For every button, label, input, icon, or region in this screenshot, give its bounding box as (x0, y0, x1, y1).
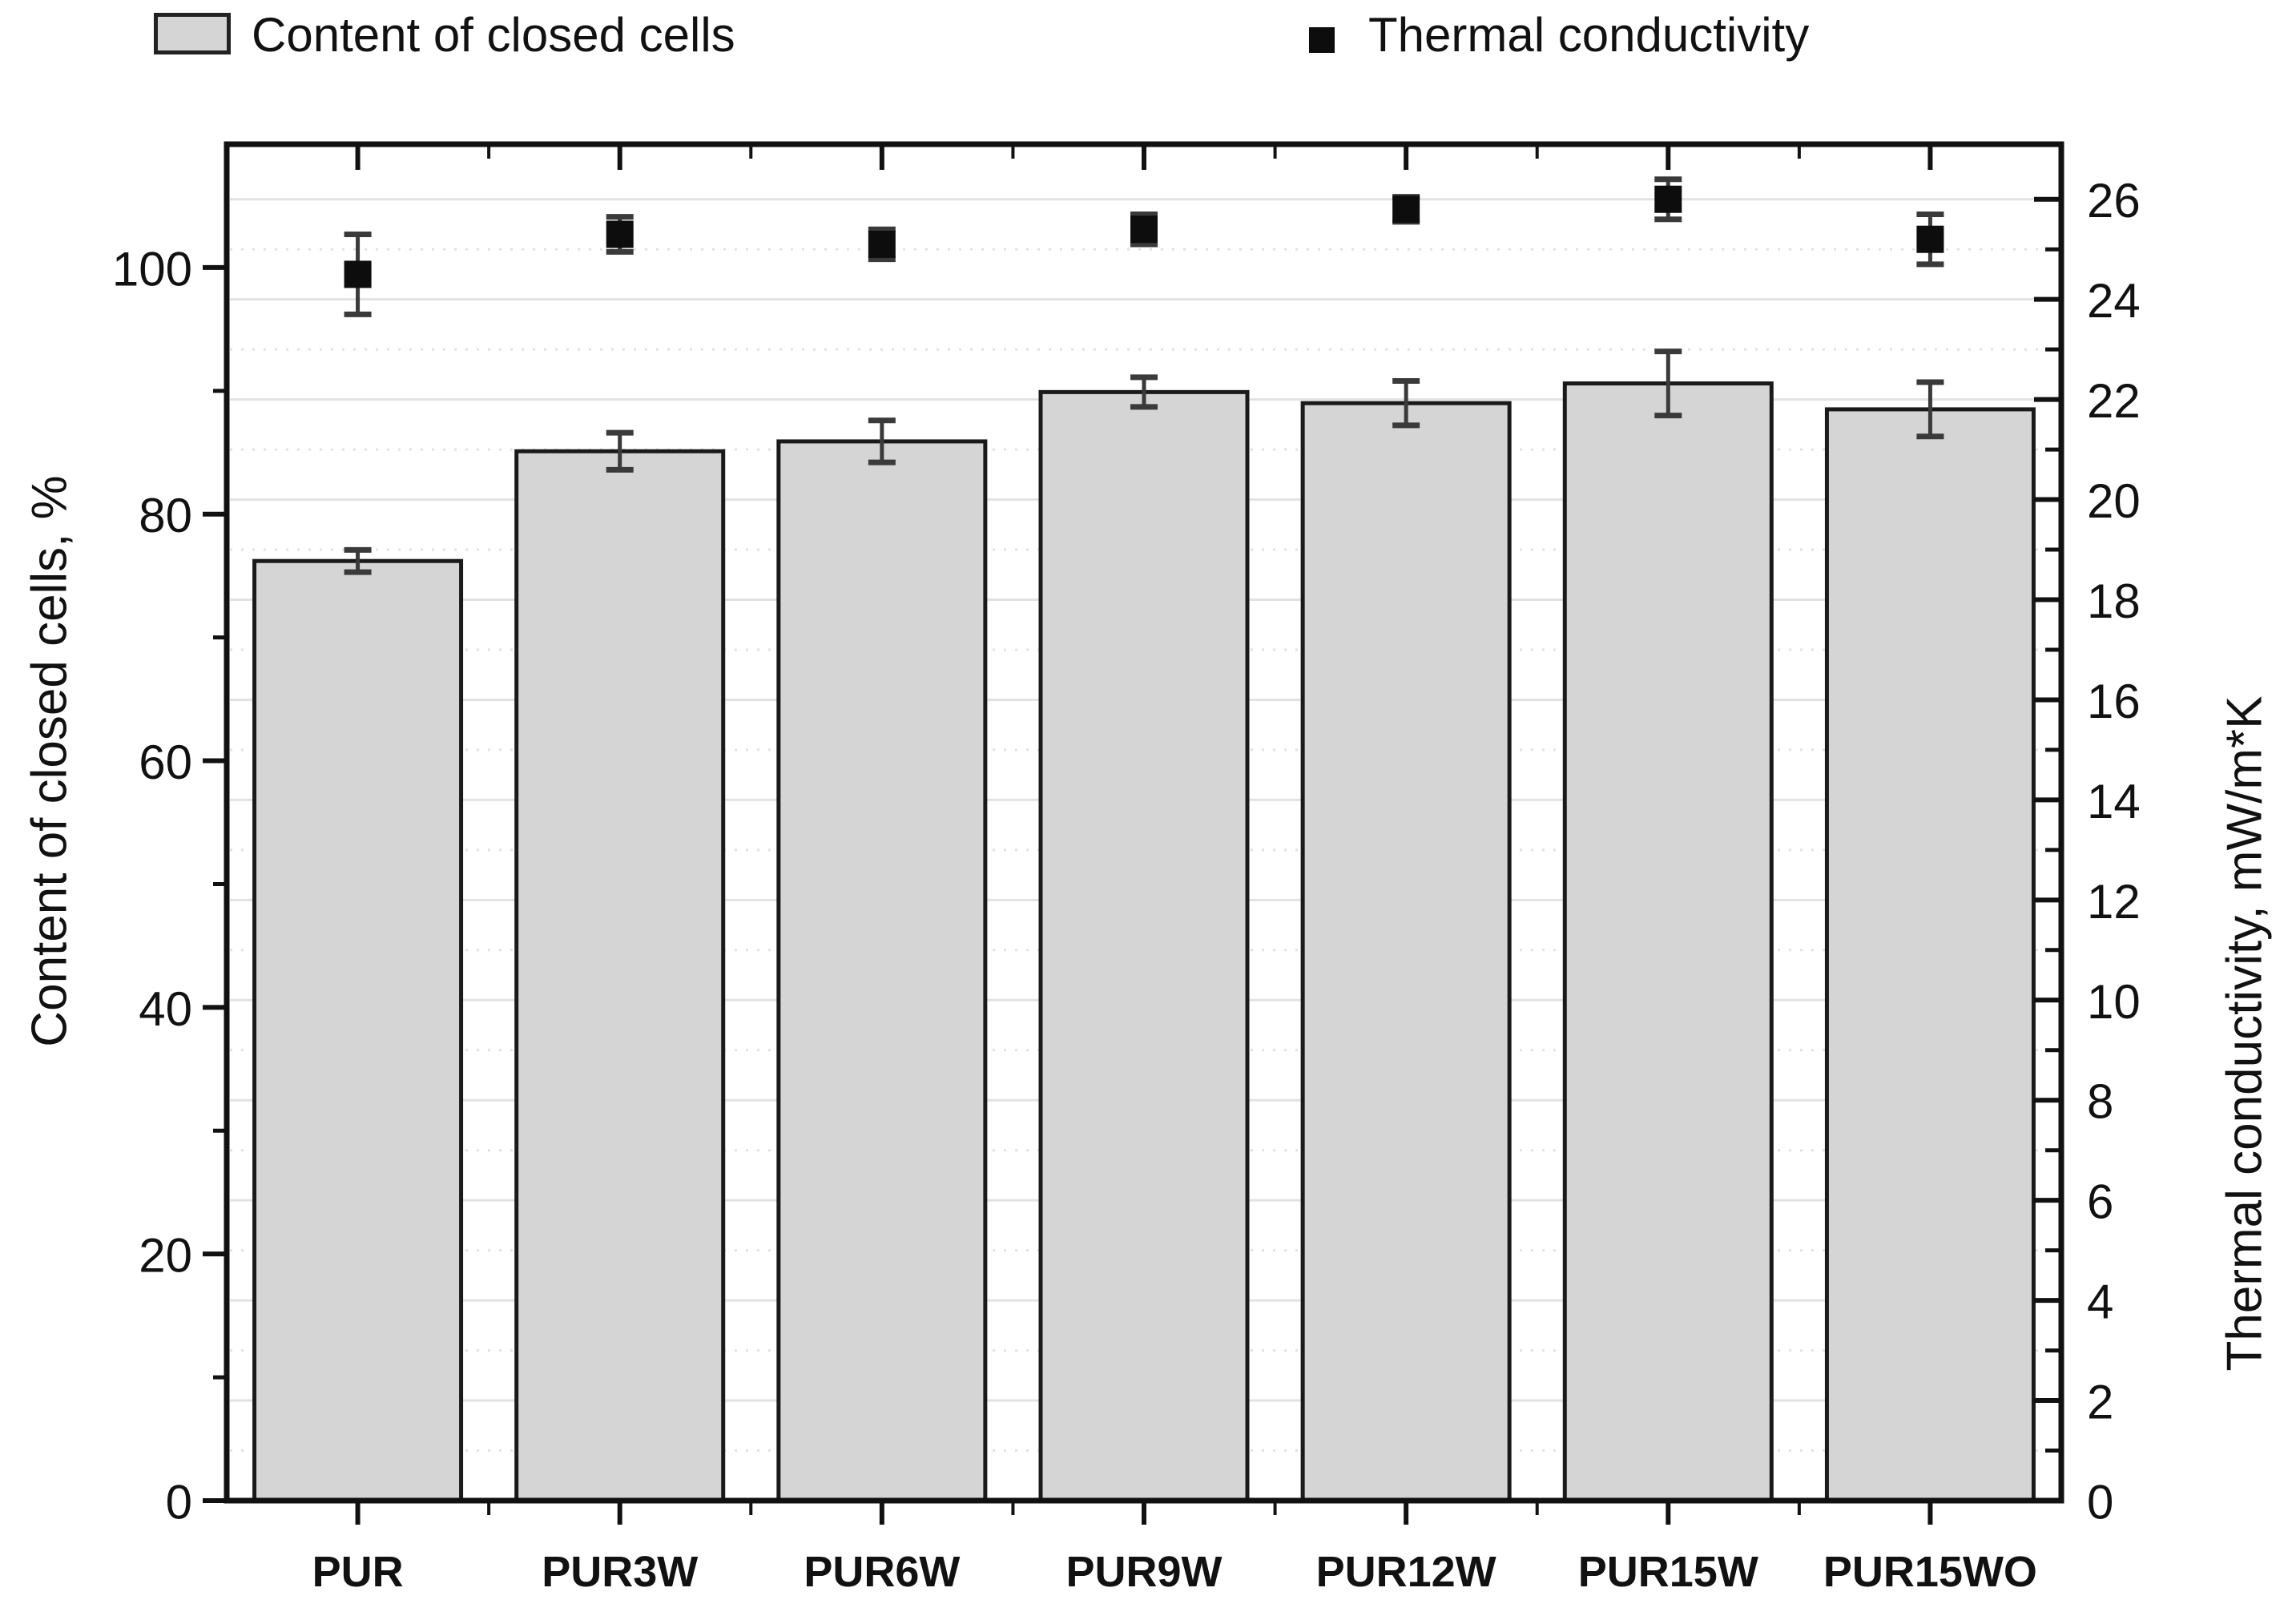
x-tick-label-PUR6W: PUR6W (804, 1548, 960, 1596)
right-axis-tick-label-20: 20 (2087, 474, 2141, 528)
right-axis-tick-label-8: 8 (2087, 1075, 2113, 1129)
right-axis-tick-label-6: 6 (2087, 1175, 2113, 1229)
right-axis-tick-label-4: 4 (2087, 1275, 2113, 1329)
left-axis-tick-label-40: 40 (139, 982, 192, 1036)
right-axis-tick-label-2: 2 (2087, 1376, 2113, 1429)
right-axis-tick-label-18: 18 (2087, 574, 2141, 628)
thermal-point-PUR6W (868, 230, 896, 258)
left-axis-tick-label-80: 80 (139, 489, 192, 542)
bar-PUR15W (1562, 381, 1774, 1503)
legend-label-thermal: Thermal conductivity (1368, 8, 1810, 62)
thermal-point-PUR9W (1130, 216, 1158, 244)
x-tick-label-PUR12W: PUR12W (1316, 1548, 1496, 1596)
bar-PUR12W (1300, 401, 1512, 1503)
bar-PUR15WO (1824, 407, 2036, 1503)
x-tick-label-PUR3W: PUR3W (542, 1548, 698, 1596)
thermal-point-PUR12W (1392, 195, 1420, 224)
bar-PUR9W (1038, 389, 1250, 1503)
left-axis-tick-label-20: 20 (139, 1229, 192, 1283)
x-tick-label-PUR: PUR (312, 1548, 404, 1596)
bar-PUR6W (776, 439, 988, 1503)
right-axis-tick-label-14: 14 (2087, 775, 2141, 828)
left-axis-tick-label-60: 60 (139, 735, 192, 789)
right-axis-tick-label-22: 22 (2087, 374, 2141, 428)
legend-square-marker (1309, 27, 1335, 53)
right-axis-tick-label-0: 0 (2087, 1476, 2113, 1529)
x-tick-label-PUR9W: PUR9W (1065, 1548, 1222, 1596)
thermal-point-PUR3W (606, 220, 634, 248)
left-axis-tick-label-0: 0 (166, 1476, 192, 1529)
thermal-point-PUR15W (1654, 185, 1682, 213)
right-axis-tick-label-16: 16 (2087, 675, 2141, 728)
thermal-point-PUR15WO (1916, 225, 1944, 253)
right-axis-tick-label-12: 12 (2087, 875, 2141, 929)
legend-bar-swatch (154, 13, 231, 54)
right-axis-tick-label-26: 26 (2087, 174, 2141, 228)
right-axis-tick-label-10: 10 (2087, 975, 2141, 1029)
left-axis-tick-label-100: 100 (112, 242, 192, 296)
x-tick-label-PUR15WO: PUR15WO (1823, 1548, 2037, 1596)
thermal-point-PUR (344, 260, 372, 288)
legend-label-closed-cells: Content of closed cells (252, 8, 735, 62)
bar-PUR (252, 558, 464, 1503)
bar-PUR3W (514, 449, 726, 1503)
right-axis-tick-label-24: 24 (2087, 274, 2141, 328)
x-tick-label-PUR15W: PUR15W (1578, 1548, 1758, 1596)
